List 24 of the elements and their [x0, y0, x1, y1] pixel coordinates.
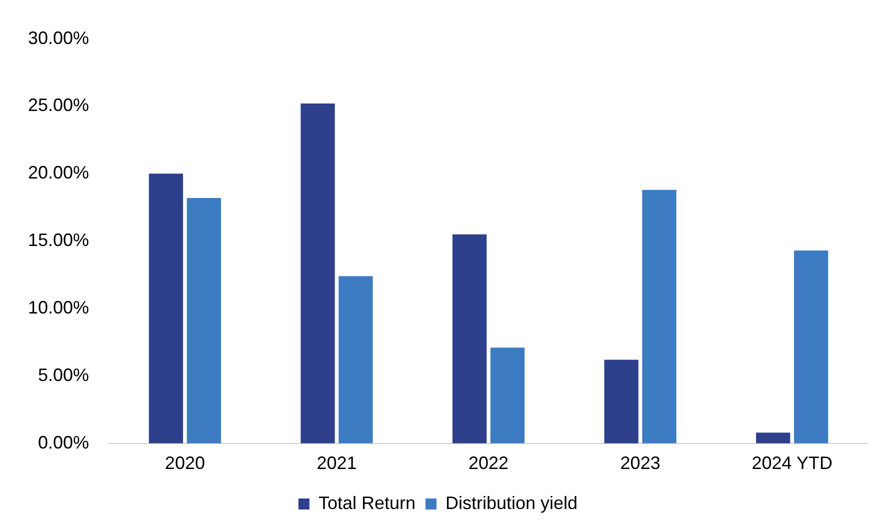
y-tick-label: 15.00%	[28, 230, 90, 250]
bar	[642, 190, 676, 444]
bar	[300, 104, 335, 444]
y-tick-label: 20.00%	[28, 162, 90, 183]
bar	[604, 360, 638, 444]
y-tick-label: 10.00%	[28, 298, 90, 318]
bar	[756, 432, 790, 444]
y-tick-label: 25.00%	[28, 95, 90, 116]
y-tick-label: 0.00%	[38, 432, 90, 452]
legend-label: Total Return	[318, 492, 416, 513]
bar	[186, 198, 221, 444]
x-tick-label: 2020	[164, 453, 205, 474]
bar	[148, 174, 184, 444]
bar	[490, 348, 525, 444]
x-tick-label: 2024 YTD	[752, 453, 832, 474]
bar	[794, 250, 828, 444]
bar	[338, 276, 373, 444]
y-tick-label: 5.00%	[38, 364, 90, 385]
x-tick-label: 2023	[620, 453, 660, 474]
x-tick-label: 2022	[468, 453, 509, 474]
bar	[452, 234, 487, 444]
legend-label: Distribution yield	[445, 492, 578, 513]
y-tick-label: 30.00%	[28, 28, 90, 48]
x-tick-label: 2021	[316, 453, 357, 474]
